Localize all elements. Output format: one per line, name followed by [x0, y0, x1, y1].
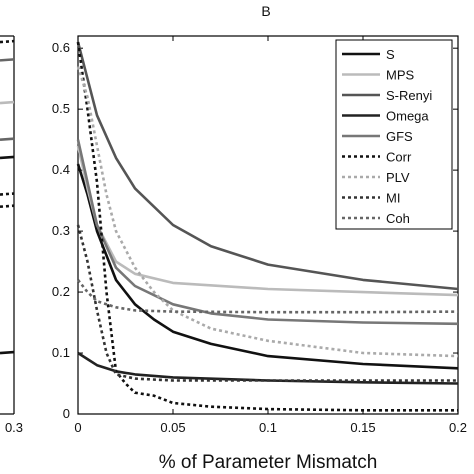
x-tick-label: 0.05: [160, 420, 185, 435]
left-panel-series-line: [0, 137, 15, 141]
x-tick-label: 0.1: [259, 420, 277, 435]
left-panel-series-line: [0, 204, 15, 209]
series-line-plv: [76, 66, 459, 358]
y-tick-label: 0.4: [52, 162, 70, 177]
legend-label-mps: MPS: [386, 68, 415, 83]
series-line-s: [76, 163, 459, 370]
axis-ticks: 0 0.05 0.1 0.15 0.2 0 0.1 0.2 0.3 0.4 0.5 0.6: [52, 36, 467, 435]
series-line-mi: [76, 224, 458, 382]
plot-series: [76, 41, 459, 412]
y-tick-label: 0.5: [52, 101, 70, 116]
panel-title-b: B: [261, 3, 270, 19]
left-panel-series-line: [0, 350, 15, 355]
legend-label-omega: Omega: [386, 109, 429, 124]
legend-label-s: S: [386, 47, 395, 62]
legend-label-mi: MI: [386, 191, 400, 206]
left-panel-series-line: [0, 192, 15, 196]
y-tick-label: 0.3: [52, 223, 70, 238]
y-tick-label: 0: [63, 406, 70, 421]
series-line-omega: [77, 351, 459, 385]
series-line-corr: [76, 41, 458, 412]
y-tick-label: 0.1: [52, 345, 70, 360]
x-axis-title: % of Parameter Mismatch: [159, 452, 378, 473]
left-panel-series: [0, 39, 15, 355]
legend-label-s-renyi: S-Renyi: [386, 88, 432, 103]
series-line-coh: [76, 279, 459, 314]
series-line-gfs: [76, 139, 459, 326]
y-tick-label: 0.2: [52, 284, 70, 299]
left-panel-series-line: [0, 39, 15, 44]
left-panel-series-line: [0, 155, 15, 160]
legend-label-corr: Corr: [386, 150, 412, 165]
legend-label-gfs: GFS: [386, 129, 413, 144]
left-x-tick-label: 0.3: [5, 420, 23, 435]
legend: S MPS S-Renyi Omega GFS Corr PLV MI Coh: [335, 39, 453, 230]
legend-label-plv: PLV: [386, 170, 410, 185]
series-line-s-renyi: [76, 41, 459, 291]
left-panel-series-line: [0, 58, 15, 62]
y-tick-label: 0.6: [52, 40, 70, 55]
legend-label-coh: Coh: [386, 211, 410, 226]
legend-items: S MPS S-Renyi Omega GFS Corr PLV MI Coh: [342, 47, 432, 226]
x-tick-label: 0.15: [350, 420, 375, 435]
x-tick-label: 0.2: [449, 420, 467, 435]
left-panel-partial: 0.3: [0, 35, 23, 435]
x-tick-label: 0: [74, 420, 81, 435]
left-panel-series-line: [0, 100, 15, 105]
